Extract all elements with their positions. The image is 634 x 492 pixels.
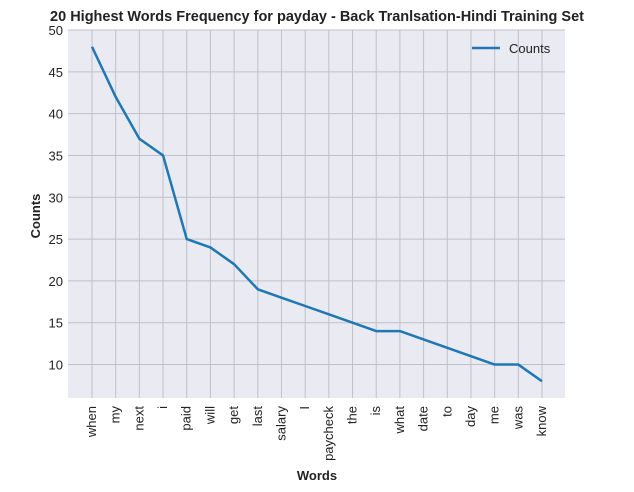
legend: Counts [472, 41, 551, 56]
x-tick-label: the [345, 406, 360, 424]
y-tick-label: 45 [49, 65, 63, 80]
x-tick-label: day [463, 406, 478, 427]
y-tick-label: 20 [49, 274, 63, 289]
y-axis-label: Counts [28, 194, 43, 239]
series-layer [90, 46, 543, 383]
x-tick-label: next [131, 406, 146, 431]
legend-label-counts: Counts [509, 41, 551, 56]
y-tick-label: 25 [49, 232, 63, 247]
x-tick-label: was [510, 406, 525, 431]
x-tick-label: what [392, 406, 407, 435]
x-tick-label: me [487, 406, 502, 424]
y-tick-label: 50 [49, 23, 63, 38]
y-tick-label: 10 [49, 358, 63, 373]
x-tick-label: know [534, 405, 549, 436]
x-tick-label: last [250, 406, 265, 427]
x-tick-label: when [84, 406, 99, 438]
x-tick-label: paid [179, 406, 194, 431]
x-tick-label: to [439, 406, 454, 417]
series-line-counts [90, 46, 543, 383]
x-gridlines [91, 30, 543, 398]
y-tick-label: 35 [49, 148, 63, 163]
x-tick-label: get [226, 406, 241, 424]
chart-title: 20 Highest Words Frequency for payday - … [50, 9, 584, 25]
plot-area [68, 30, 565, 398]
y-gridlines [68, 29, 565, 366]
x-axis-label: Words [297, 468, 337, 483]
x-tick-label: my [108, 406, 123, 424]
x-tick-label: is [368, 406, 383, 416]
y-tick-label: 40 [49, 107, 63, 122]
y-tick-label: 30 [49, 190, 63, 205]
x-tick-label: date [416, 406, 431, 431]
x-tick-label: salary [273, 406, 288, 441]
y-tick-label: 15 [49, 316, 63, 331]
y-axis-ticks: 10 15 20 25 30 35 40 45 50 [49, 23, 63, 373]
x-tick-label: will [202, 406, 217, 425]
x-tick-label: i [155, 406, 170, 409]
x-tick-label: paycheck [321, 406, 336, 461]
x-tick-label: I [297, 406, 312, 410]
